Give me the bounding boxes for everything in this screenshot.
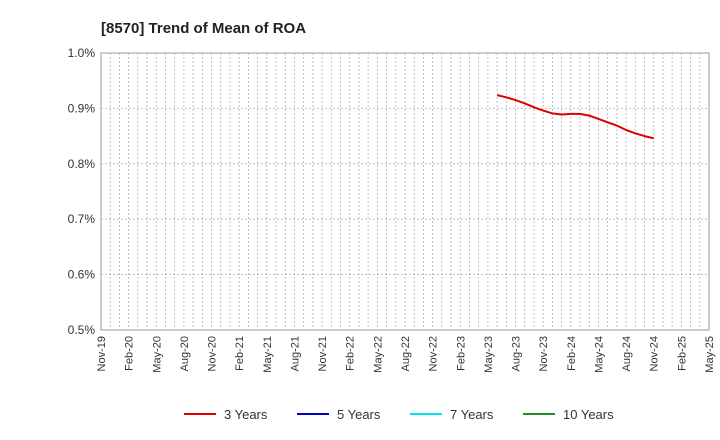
grid: [101, 53, 709, 330]
x-tick-label: May-20: [151, 336, 163, 373]
x-tick-label: Nov-22: [428, 336, 440, 371]
x-tick-label: Nov-20: [207, 336, 219, 371]
x-tick-label: Aug-20: [179, 336, 191, 371]
x-tick-label: Nov-21: [317, 336, 329, 371]
chart-title: [8570] Trend of Mean of ROA: [101, 20, 306, 37]
legend-label: 10 Years: [563, 407, 614, 422]
x-tick-label: Feb-21: [234, 336, 246, 371]
x-tick-label: Feb-23: [455, 336, 467, 371]
x-tick-label: Aug-22: [400, 336, 412, 371]
x-tick-label: Feb-20: [124, 336, 136, 371]
x-tick-label: May-21: [262, 336, 274, 373]
y-tick-label: 1.0%: [68, 46, 96, 60]
y-tick-label: 0.9%: [68, 101, 96, 115]
x-tick-label: May-23: [483, 336, 495, 373]
series-line: [496, 94, 654, 140]
y-tick-label: 0.5%: [68, 323, 96, 337]
plot-area: [100, 52, 710, 331]
legend-label: 5 Years: [337, 407, 381, 422]
series-lines: [496, 94, 654, 140]
y-tick-label: 0.8%: [68, 157, 96, 171]
y-tick-label: 0.6%: [68, 268, 96, 282]
x-tick-label: May-24: [593, 336, 605, 373]
x-tick-label: Nov-24: [649, 336, 661, 371]
legend: 3 Years 5 Years 7 Years 10 Years: [184, 407, 614, 422]
x-axis: Nov-19 Feb-20 May-20 Aug-20 Nov-20 Feb-21 May-…: [96, 336, 716, 373]
x-tick-label: Aug-21: [289, 336, 301, 371]
x-tick-label: Feb-24: [566, 336, 578, 371]
x-tick-label: May-22: [372, 336, 384, 373]
x-tick-label: May-25: [704, 336, 716, 373]
legend-label: 7 Years: [450, 407, 494, 422]
x-tick-label: Aug-24: [621, 336, 633, 371]
x-tick-label: Nov-23: [538, 336, 550, 371]
x-tick-label: Feb-22: [345, 336, 357, 371]
x-tick-label: Nov-19: [96, 336, 108, 371]
x-tick-label: Aug-23: [511, 336, 523, 371]
legend-label: 3 Years: [224, 407, 268, 422]
y-axis: 1.0% 0.9% 0.8% 0.7% 0.6% 0.5%: [68, 46, 96, 337]
y-tick-label: 0.7%: [68, 212, 96, 226]
x-tick-label: Feb-25: [676, 336, 688, 371]
